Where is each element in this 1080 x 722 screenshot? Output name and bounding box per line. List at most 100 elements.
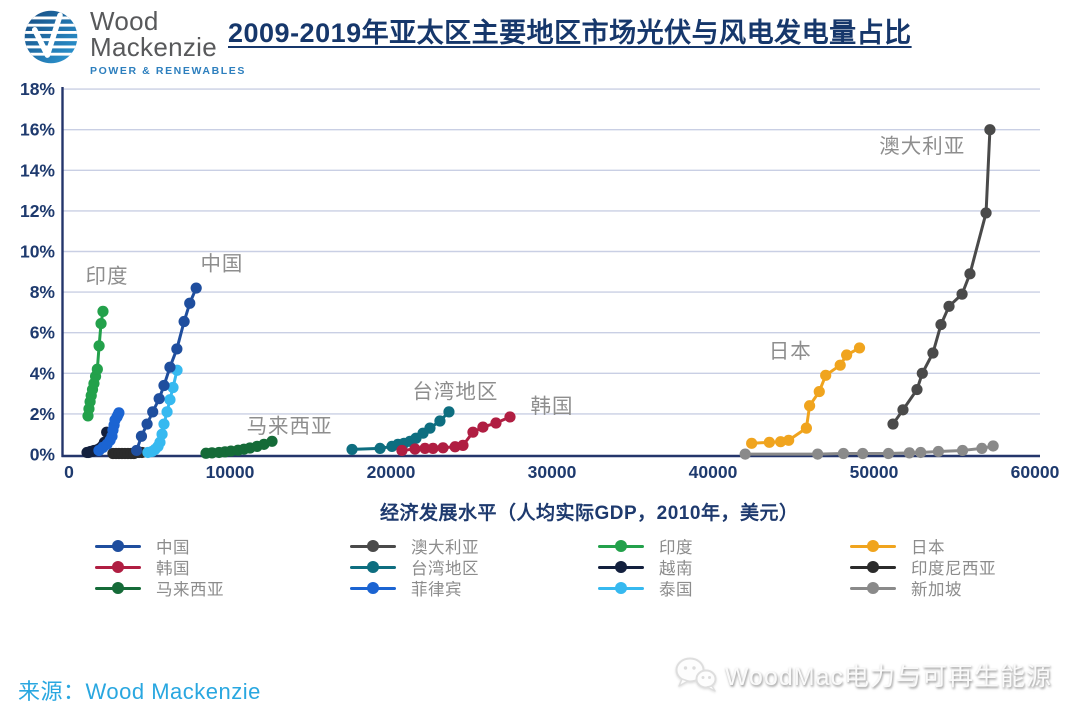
data-point-新加坡 [882, 447, 895, 460]
legend-dot-icon [867, 561, 879, 573]
data-point-中国 [178, 315, 190, 328]
data-point-中国 [158, 379, 170, 392]
y-tick-label: 6% [30, 323, 56, 343]
legend-item-韩国: 韩国 [95, 558, 224, 578]
data-point-韩国 [427, 442, 439, 455]
data-point-印度 [93, 340, 105, 352]
data-point-日本 [834, 359, 846, 371]
source-label: 来源： [18, 679, 86, 704]
legend-label: 韩国 [156, 560, 190, 578]
legend-dot-icon [367, 561, 379, 573]
data-point-中国 [164, 361, 176, 373]
data-point-泰国 [158, 418, 170, 430]
data-point-台湾地区 [346, 443, 358, 456]
y-tick-label: 10% [20, 242, 55, 262]
watermark-text: WoodMac电力与可再生能源 [724, 663, 1052, 691]
data-point-泰国 [164, 394, 176, 406]
legend-marker-icon [95, 540, 141, 552]
legend-column: 印度 越南 泰国 [598, 537, 693, 599]
legend-label: 印度 [659, 539, 693, 557]
data-point-韩国 [477, 421, 489, 433]
source-line: 来源：Wood Mackenzie [18, 674, 261, 706]
legend-marker-icon [95, 582, 141, 594]
legend-marker-icon [850, 582, 896, 594]
logo-line2: Mackenzie [90, 32, 217, 62]
data-point-印度 [97, 305, 109, 317]
data-point-印度 [95, 317, 107, 330]
series-line-澳大利亚 [891, 129, 992, 425]
legend-label: 泰国 [659, 581, 693, 599]
legend-marker-icon [598, 561, 644, 573]
legend-item-日本: 日本 [850, 537, 996, 557]
legend-dot-icon [615, 582, 627, 594]
data-point-中国 [135, 430, 148, 442]
legend-item-菲律宾: 菲律宾 [350, 579, 479, 599]
data-point-日本 [800, 422, 812, 434]
x-tick-label: 30000 [528, 462, 577, 482]
data-point-中国 [147, 406, 159, 418]
data-point-日本 [746, 437, 758, 449]
legend-dot-icon [615, 540, 627, 552]
legend-dot-icon [112, 540, 124, 552]
y-tick-label: 0% [30, 445, 56, 465]
legend-label: 日本 [911, 539, 945, 557]
legend-dot-icon [867, 582, 879, 594]
data-point-韩国 [504, 411, 516, 423]
logo-tagline: POWER & RENEWABLES [90, 65, 246, 77]
series-line-新加坡 [745, 444, 994, 456]
data-point-澳大利亚 [964, 268, 976, 280]
data-point-台湾地区 [434, 415, 446, 427]
data-point-泰国 [156, 428, 168, 440]
legend-column: 日本 印度尼西亚 新加坡 [850, 537, 996, 599]
y-tick-label: 14% [20, 160, 55, 180]
data-point-日本 [813, 385, 825, 398]
annotation-澳大利亚: 澳大利亚 [879, 135, 965, 158]
source-value: Wood Mackenzie [85, 679, 261, 704]
legend-dot-icon [112, 561, 124, 573]
data-point-中国 [153, 393, 165, 405]
legend-item-越南: 越南 [598, 558, 693, 578]
data-point-中国 [131, 444, 143, 457]
y-tick-label: 12% [20, 201, 55, 221]
x-tick-label: 50000 [850, 462, 899, 482]
legend-column: 中国 韩国 马来西亚 [95, 537, 224, 599]
data-point-新加坡 [857, 447, 869, 460]
legend-item-印度: 印度 [598, 537, 693, 557]
data-point-日本 [820, 369, 832, 381]
data-point-澳大利亚 [984, 124, 996, 136]
legend-label: 马来西亚 [156, 581, 224, 599]
chart-legend: 中国 韩国 马来西亚 澳大利亚 台湾地区 菲律宾 印度 越南 泰国 日本 印度尼西亚 新加坡 [0, 537, 1080, 603]
legend-label: 印度尼西亚 [911, 560, 996, 578]
legend-label: 澳大利亚 [411, 539, 479, 557]
data-point-菲律宾 [113, 407, 125, 419]
data-point-澳大利亚 [911, 383, 923, 396]
logo-line1: Wood [90, 6, 159, 36]
annotation-中国: 中国 [200, 253, 243, 276]
data-point-日本 [853, 342, 866, 354]
data-point-台湾地区 [374, 442, 386, 455]
data-point-新加坡 [837, 447, 850, 460]
legend-dot-icon [867, 540, 879, 552]
legend-label: 越南 [659, 560, 693, 578]
x-axis-label: 经济发展水平（人均实际GDP，2010年，美元） [380, 503, 799, 524]
annotation-马来西亚: 马来西亚 [247, 415, 333, 438]
legend-marker-icon [350, 540, 396, 552]
data-point-韩国 [396, 444, 408, 457]
data-point-日本 [841, 349, 853, 361]
data-point-新加坡 [903, 447, 916, 459]
data-point-泰国 [167, 381, 179, 394]
watermark: WoodMac电力与可再生能源 [674, 656, 1052, 694]
data-point-马来西亚 [266, 435, 278, 447]
data-point-澳大利亚 [943, 300, 955, 312]
legend-dot-icon [367, 582, 379, 594]
data-point-日本 [804, 400, 816, 412]
legend-item-印度尼西亚: 印度尼西亚 [850, 558, 996, 578]
data-point-日本 [763, 436, 775, 448]
data-point-韩国 [409, 443, 421, 455]
data-point-澳大利亚 [887, 418, 899, 430]
data-point-澳大利亚 [897, 404, 909, 416]
x-tick-label: 20000 [367, 462, 416, 482]
x-tick-label: 10000 [206, 462, 255, 482]
